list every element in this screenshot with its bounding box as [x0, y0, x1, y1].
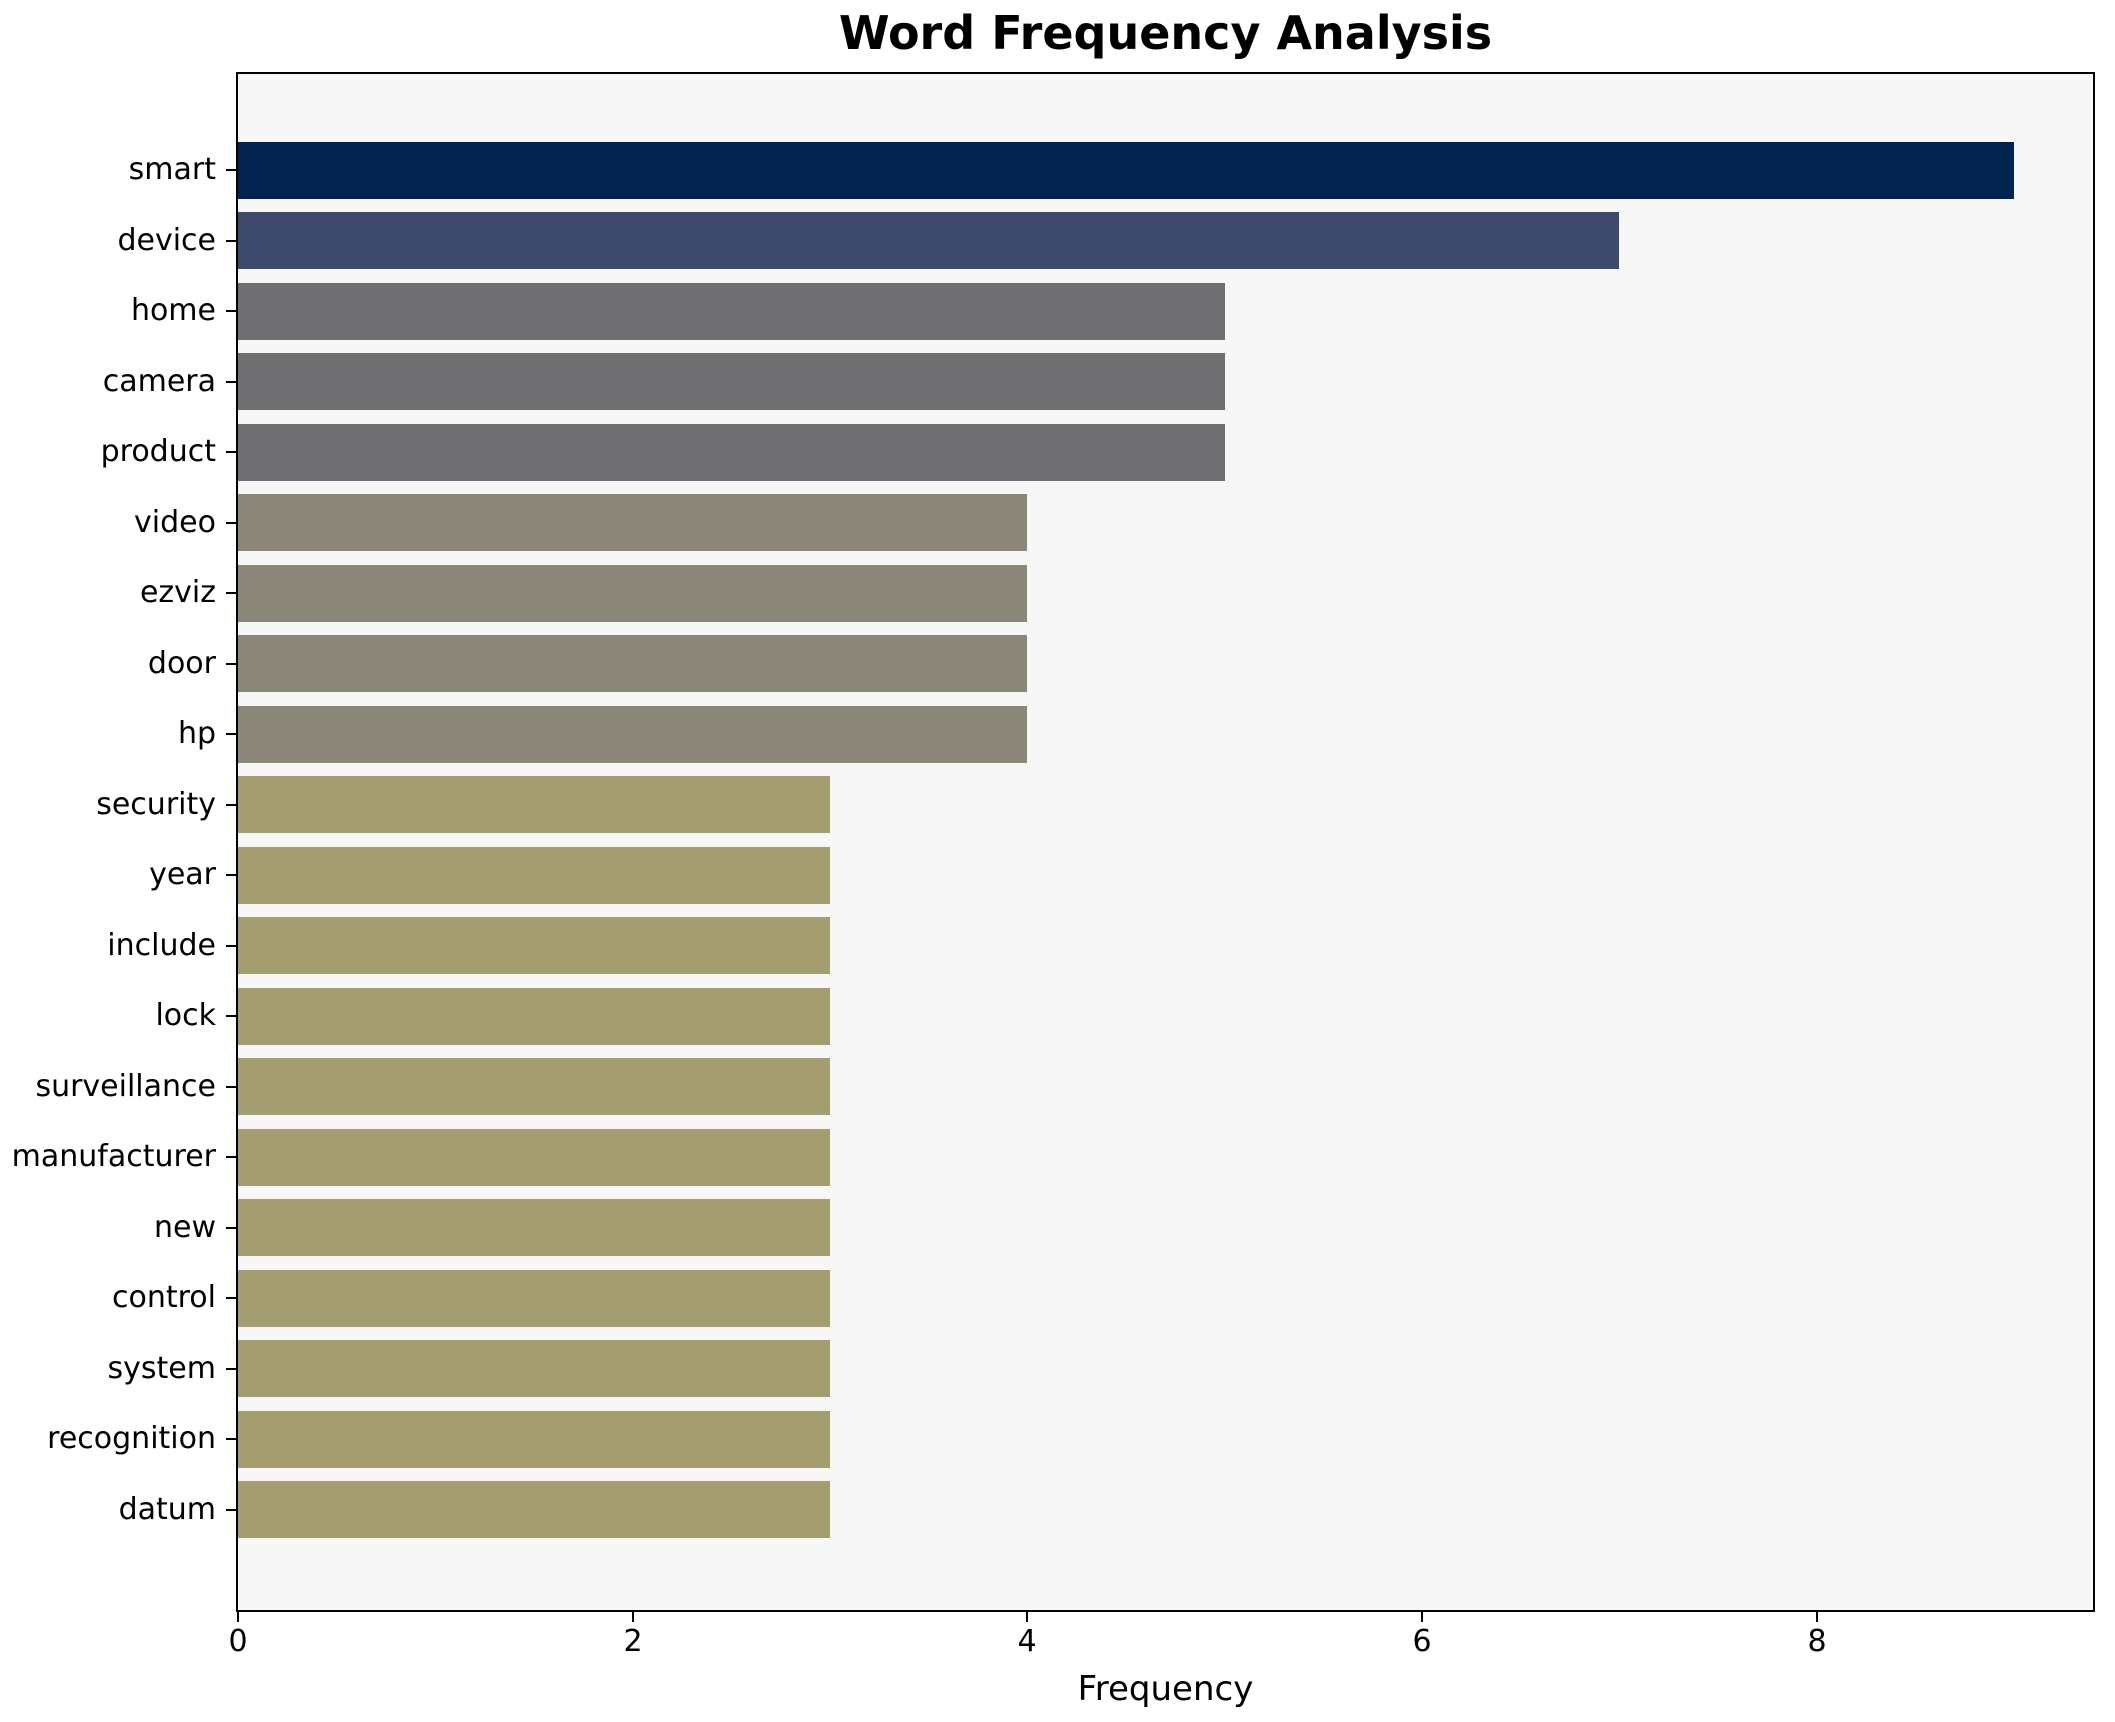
bar-new	[238, 1199, 830, 1256]
y-tick-mark	[226, 521, 236, 524]
bar-year	[238, 846, 830, 904]
y-tick-label-camera: camera	[102, 363, 216, 399]
y-tick-label-security: security	[96, 786, 216, 822]
bar-datum	[238, 1481, 830, 1538]
y-tick-label-device: device	[117, 222, 216, 258]
y-tick-label-datum: datum	[118, 1491, 216, 1527]
y-tick-label-door: door	[147, 645, 216, 681]
y-tick-mark	[226, 1438, 236, 1440]
bar-control	[238, 1269, 830, 1327]
y-tick-mark	[226, 662, 236, 665]
bar-video	[238, 494, 1027, 551]
y-tick-label-hp: hp	[177, 716, 216, 751]
bar-security	[238, 776, 830, 833]
bar-lock	[238, 987, 830, 1045]
bar-surveillance	[238, 1058, 830, 1115]
y-tick-label-home: home	[130, 293, 216, 328]
y-tick-mark	[226, 944, 236, 947]
bar-system	[238, 1340, 830, 1397]
x-tick-mark	[632, 1612, 634, 1622]
y-tick-label-ezviz: ezviz	[139, 575, 216, 610]
y-tick-label-video: video	[134, 504, 216, 540]
y-tick-mark	[226, 1226, 236, 1229]
y-tick-mark	[226, 1508, 236, 1511]
bar-hp	[238, 705, 1027, 763]
y-tick-label-system: system	[107, 1350, 216, 1386]
bar-product	[238, 423, 1225, 481]
x-tick-mark	[237, 1612, 239, 1622]
y-tick-mark	[226, 380, 236, 383]
y-tick-label-manufacturer: manufacturer	[11, 1139, 216, 1174]
x-tick-label-2: 2	[623, 1624, 643, 1659]
x-tick-label-8: 8	[1807, 1624, 1827, 1659]
y-tick-mark	[226, 451, 236, 453]
bar-ezviz	[238, 564, 1027, 622]
y-tick-label-control: control	[112, 1280, 216, 1315]
y-tick-label-lock: lock	[155, 998, 216, 1033]
y-tick-mark	[226, 1015, 236, 1017]
x-tick-mark	[1026, 1612, 1028, 1622]
bar-include	[238, 917, 830, 974]
bar-recognition	[238, 1410, 830, 1468]
y-tick-mark	[226, 874, 236, 876]
y-tick-label-smart: smart	[128, 152, 216, 187]
bar-camera	[238, 353, 1225, 410]
bar-manufacturer	[238, 1128, 830, 1186]
y-tick-label-year: year	[149, 857, 216, 892]
y-tick-mark	[226, 1156, 236, 1158]
x-tick-label-4: 4	[1017, 1624, 1037, 1659]
y-tick-mark	[226, 803, 236, 806]
x-tick-mark	[1816, 1612, 1818, 1622]
y-tick-label-surveillance: surveillance	[35, 1068, 216, 1104]
x-tick-label-6: 6	[1412, 1624, 1432, 1659]
y-tick-label-product: product	[100, 434, 216, 469]
bar-home	[238, 282, 1225, 340]
y-tick-mark	[226, 1297, 236, 1299]
bar-door	[238, 635, 1027, 692]
y-tick-mark	[226, 1085, 236, 1088]
y-tick-label-new: new	[153, 1209, 216, 1245]
y-tick-label-include: include	[107, 927, 216, 963]
y-tick-mark	[226, 239, 236, 242]
y-tick-mark	[226, 733, 236, 735]
y-tick-mark	[226, 169, 236, 171]
bar-smart	[238, 141, 2014, 199]
bar-device	[238, 212, 1619, 269]
x-tick-label-0: 0	[228, 1624, 248, 1659]
y-tick-mark	[226, 592, 236, 594]
x-tick-mark	[1421, 1612, 1423, 1622]
y-tick-mark	[226, 1367, 236, 1370]
y-tick-label-recognition: recognition	[47, 1421, 216, 1456]
chart-title: Word Frequency Analysis	[838, 6, 1493, 60]
y-tick-mark	[226, 310, 236, 312]
x-axis-title: Frequency	[1077, 1669, 1254, 1709]
